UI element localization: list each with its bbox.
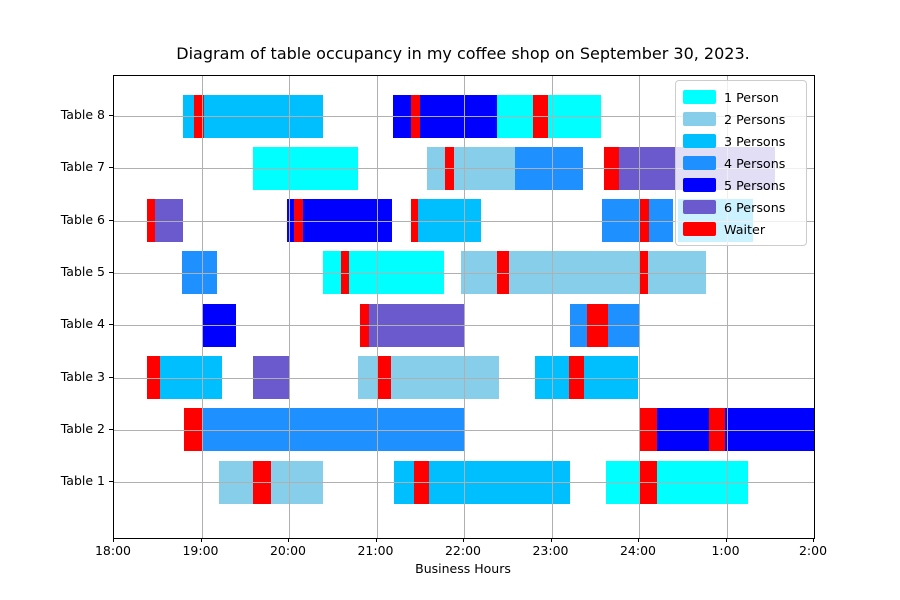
legend-swatch-waiter — [683, 222, 716, 236]
legend-item-waiter: Waiter — [683, 218, 798, 240]
vertical-gridline — [201, 76, 203, 538]
legend-item-1-person: 1 Person — [683, 86, 798, 108]
horizontal-gridline — [114, 220, 814, 222]
legend-item-5-persons: 5 Persons — [683, 174, 798, 196]
legend-label: 6 Persons — [724, 199, 786, 215]
horizontal-gridline — [114, 116, 814, 117]
horizontal-gridline — [114, 325, 814, 327]
legend-swatch-2-persons — [683, 112, 716, 126]
plot-area: 1 Person 2 Persons 3 Persons 4 Persons 5 Per… — [113, 75, 815, 539]
legend-item-6-persons: 6 Persons — [683, 196, 798, 218]
horizontal-gridline — [114, 168, 814, 170]
legend-label: 5 Persons — [724, 177, 786, 193]
vertical-gridline — [551, 76, 553, 538]
y-tick-label: Table 8 — [60, 107, 105, 122]
legend: 1 Person 2 Persons 3 Persons 4 Persons 5 Per… — [675, 80, 807, 246]
horizontal-gridline — [114, 429, 814, 431]
y-tick-mark — [109, 219, 113, 221]
y-tick-label: Table 4 — [60, 316, 105, 332]
x-tick-label: 21:00 — [357, 543, 394, 558]
y-tick-label: Table 2 — [60, 420, 105, 436]
y-tick-label: Table 6 — [60, 211, 105, 227]
legend-item-3-persons: 3 Persons — [683, 130, 798, 152]
y-tick-mark — [109, 481, 113, 483]
x-tick-label: 2:00 — [798, 543, 828, 558]
legend-swatch-5-persons — [683, 178, 716, 192]
legend-swatch-6-persons — [683, 200, 716, 214]
y-tick-mark — [109, 428, 113, 430]
legend-label: 4 Persons — [724, 155, 786, 171]
y-tick-mark — [109, 376, 113, 378]
x-tick-label: 19:00 — [182, 543, 219, 558]
x-tick-mark — [288, 538, 289, 542]
legend-label: 1 Person — [724, 89, 779, 105]
legend-item-4-persons: 4 Persons — [683, 152, 798, 174]
chart-title: Diagram of table occupancy in my coffee … — [176, 44, 750, 63]
vertical-gridline — [639, 76, 640, 538]
vertical-gridline — [289, 76, 290, 538]
legend-label: 3 Persons — [724, 133, 786, 149]
horizontal-gridline — [114, 482, 814, 484]
x-tick-label: 20:00 — [269, 543, 307, 558]
x-tick-mark — [725, 538, 727, 542]
legend-swatch-1-person — [683, 90, 716, 104]
vertical-gridline — [726, 76, 728, 538]
x-tick-label: 23:00 — [532, 543, 569, 558]
x-tick-mark — [375, 538, 377, 542]
x-tick-label: 1:00 — [711, 543, 740, 558]
y-tick-mark — [109, 167, 113, 169]
legend-swatch-4-persons — [683, 156, 716, 170]
x-tick-mark — [113, 538, 114, 542]
x-tick-mark — [638, 538, 639, 542]
x-tick-mark — [463, 538, 464, 542]
y-tick-mark — [109, 115, 113, 116]
y-tick-label: Table 3 — [60, 368, 105, 384]
y-tick-label: Table 1 — [60, 473, 105, 489]
x-tick-label: 24:00 — [619, 543, 657, 558]
x-tick-label: 22:00 — [444, 543, 482, 558]
vertical-gridline — [464, 76, 465, 538]
x-tick-mark — [550, 538, 552, 542]
vertical-gridline — [376, 76, 378, 538]
legend-item-2-persons: 2 Persons — [683, 108, 798, 130]
horizontal-gridline — [114, 377, 814, 379]
y-tick-label: Table 7 — [60, 159, 105, 175]
y-tick-mark — [109, 324, 113, 326]
x-tick-mark — [813, 538, 814, 542]
legend-label: 2 Persons — [724, 111, 786, 127]
legend-label: Waiter — [724, 221, 766, 237]
horizontal-gridline — [114, 272, 814, 274]
x-axis-label: Business Hours — [415, 561, 511, 576]
y-tick-label: Table 5 — [60, 263, 105, 279]
y-tick-mark — [109, 271, 113, 273]
legend-swatch-3-persons — [683, 134, 716, 148]
x-tick-label: 18:00 — [94, 543, 132, 558]
x-tick-mark — [200, 538, 202, 542]
